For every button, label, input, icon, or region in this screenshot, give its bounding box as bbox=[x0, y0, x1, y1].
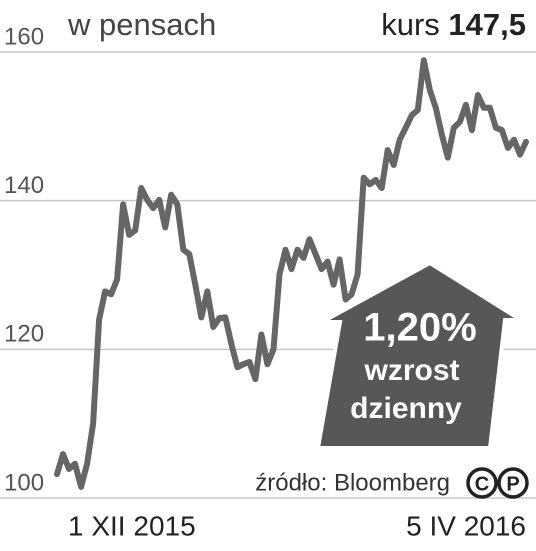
chart-title: w pensach bbox=[67, 7, 216, 42]
annotation-arrow bbox=[315, 260, 528, 450]
annotation-text: wzrost bbox=[363, 354, 459, 387]
price-label: kurs bbox=[381, 7, 440, 42]
icon-label: C bbox=[475, 473, 489, 495]
annotation-value: 1,20% bbox=[363, 306, 476, 350]
icon bbox=[466, 467, 498, 499]
x-label: 1 XII 2015 bbox=[68, 510, 196, 541]
y-tick-label: 100 bbox=[4, 469, 44, 496]
grid: 100 120 140 160 bbox=[0, 23, 536, 499]
icon bbox=[497, 467, 529, 499]
y-tick-label: 140 bbox=[4, 172, 44, 199]
y-tick-label: 160 bbox=[4, 23, 44, 50]
price-header: kurs 147,5 bbox=[381, 7, 526, 42]
price: 147,5 bbox=[448, 7, 526, 42]
y-tick-label: 120 bbox=[4, 321, 44, 348]
icon-label: P bbox=[506, 473, 519, 495]
x-label: 5 IV 2016 bbox=[406, 510, 526, 541]
plot bbox=[54, 57, 529, 490]
annotation-text: dzienny bbox=[350, 392, 462, 425]
data-line bbox=[54, 57, 529, 490]
source: źródło: Bloomberg bbox=[255, 469, 450, 496]
